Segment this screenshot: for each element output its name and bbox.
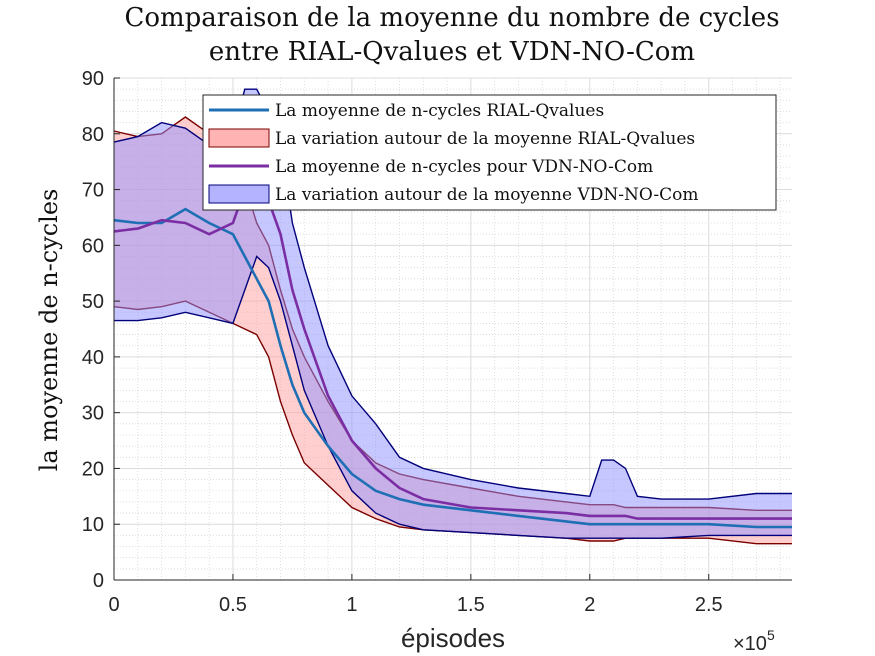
y-tick-label: 70 xyxy=(82,180,104,202)
y-tick-label: 20 xyxy=(82,458,104,480)
y-tick-label: 80 xyxy=(82,124,104,146)
legend-entry-label: La variation autour de la moyenne VDN-NO… xyxy=(275,185,699,205)
legend-entry-label: La moyenne de n-cycles pour VDN-NO-Com xyxy=(275,157,653,177)
y-tick-label: 30 xyxy=(82,403,104,425)
y-tick-label: 40 xyxy=(82,347,104,369)
chart-title-line-2: entre RIAL-Qvalues et VDN-NO-Com xyxy=(209,37,695,67)
x-axis-label: épisodes xyxy=(401,623,505,653)
x-axis-exponent-power: 5 xyxy=(767,627,775,643)
x-tick-label: 0.5 xyxy=(219,594,247,616)
x-axis-exponent-base: ×10 xyxy=(733,633,767,655)
x-tick-label: 0 xyxy=(108,594,119,616)
legend-entry-label: La variation autour de la moyenne RIAL-Q… xyxy=(275,129,695,149)
legend: La moyenne de n-cycles RIAL-Qvalues La va… xyxy=(202,94,777,211)
mean-line-1 xyxy=(113,207,792,529)
y-tick-label: 50 xyxy=(82,291,104,313)
legend-box xyxy=(202,94,777,211)
x-tick-label: 2.5 xyxy=(695,594,723,616)
y-tick-label: 10 xyxy=(82,514,104,536)
mean-line-2 xyxy=(113,182,792,520)
legend-entry-label: La moyenne de n-cycles RIAL-Qvalues xyxy=(275,101,604,121)
x-tick-label: 1 xyxy=(346,594,357,616)
x-tick-label: 1.5 xyxy=(457,594,485,616)
x-tick-label: 2 xyxy=(584,594,595,616)
y-tick-label: 90 xyxy=(82,68,104,90)
y-tick-label: 0 xyxy=(93,570,104,592)
chart-title-line-1: Comparaison de la moyenne du nombre de c… xyxy=(124,3,779,33)
x-axis-exponent: ×105 xyxy=(733,627,775,655)
y-axis-label: la moyenne de n-cycles xyxy=(35,189,63,472)
legend-patch-swatch xyxy=(208,184,270,204)
legend-patch-swatch xyxy=(208,128,270,148)
y-tick-label: 60 xyxy=(82,235,104,257)
band-lower-edge-2 xyxy=(114,255,792,539)
